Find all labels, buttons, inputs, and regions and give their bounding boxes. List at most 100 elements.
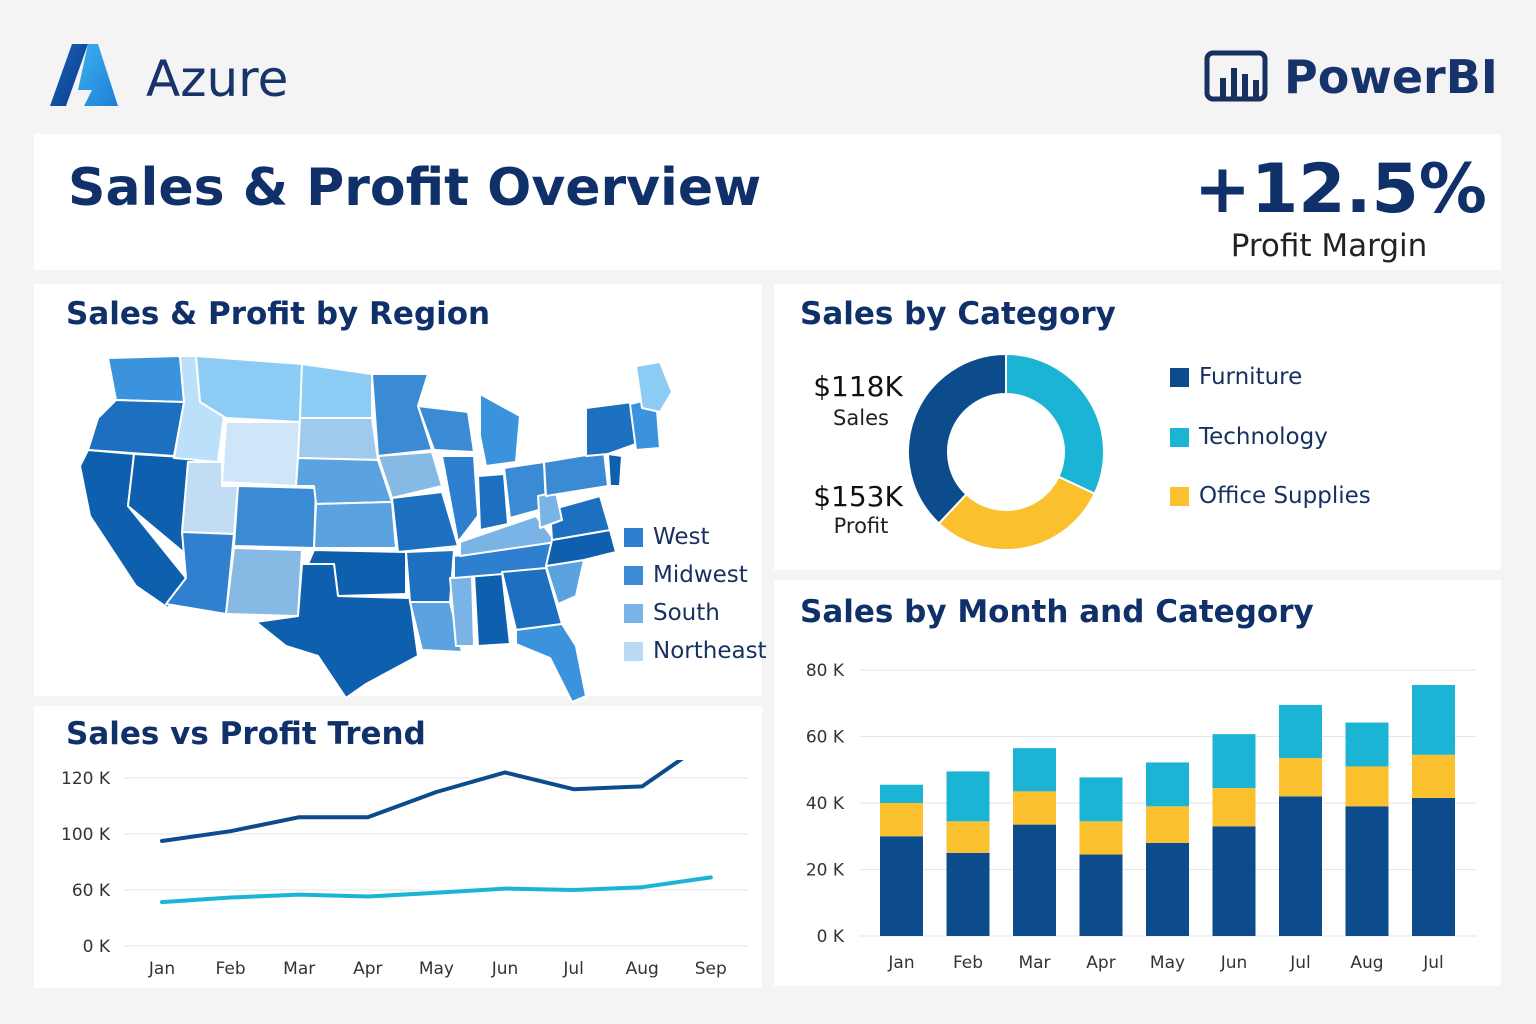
trend-x-tick: Apr <box>353 959 382 979</box>
bar-segment-office-supplies <box>1146 806 1189 843</box>
bar-segment-office-supplies <box>1412 754 1455 799</box>
legend-swatch <box>624 603 643 623</box>
bar-segment-furniture <box>1079 854 1123 936</box>
donut-slice-technology <box>1005 352 1105 496</box>
legend-swatch <box>1170 367 1189 387</box>
month-title: Sales by Month and Category <box>800 594 1314 630</box>
bar-segment-technology <box>1345 722 1389 767</box>
legend-swatch <box>624 565 643 585</box>
map-florida <box>515 623 587 703</box>
profit-value: $153K <box>813 480 903 513</box>
region-title: Sales & Profit by Region <box>66 296 491 332</box>
trend-x-tick: May <box>419 959 454 979</box>
trend-y-tick: 0 K <box>83 937 111 957</box>
bar-segment-office-supplies <box>880 803 923 837</box>
trend-x-tick: Jun <box>491 959 519 979</box>
bar-x-tick: Jul <box>1422 953 1444 973</box>
legend-label: Office Supplies <box>1199 483 1371 509</box>
legend-label: Midwest <box>653 562 748 588</box>
profit-margin-kpi: +12.5% <box>1194 150 1487 229</box>
bar-segment-furniture <box>1146 842 1189 936</box>
category-title: Sales by Category <box>800 296 1116 332</box>
map-michigan <box>479 393 521 467</box>
bar-x-tick: Aug <box>1350 953 1383 973</box>
category-legend-technology: Technology <box>1170 424 1328 450</box>
map-new-york <box>585 401 637 457</box>
map-pennsylvania <box>543 451 609 497</box>
map-north-dakota <box>299 363 373 419</box>
bar-segment-technology <box>1013 748 1056 792</box>
trend-y-tick: 120 K <box>61 769 111 789</box>
trend-chart: 120 K 100 K 60 K 0 K Jan Feb Mar Apr May Jun Jul Au… <box>40 736 760 984</box>
bar-x-tick: Mar <box>1018 953 1050 973</box>
map-new-mexico <box>225 547 303 617</box>
trend-x-tick: Aug <box>626 959 659 979</box>
bar-x-tick: Jul <box>1289 953 1311 973</box>
map-texas <box>255 563 419 699</box>
bar-segment-technology <box>1146 762 1189 807</box>
bar-y-tick: 40 K <box>806 794 845 814</box>
legend-swatch <box>1170 486 1189 506</box>
bar-segment-technology <box>1279 704 1322 759</box>
sales-label: Sales <box>833 406 889 430</box>
donut-slice-office-supplies <box>937 475 1097 551</box>
legend-swatch <box>1170 427 1189 447</box>
map-kansas <box>313 501 397 549</box>
us-region-map <box>76 346 676 716</box>
bar-y-tick: 0 K <box>817 927 845 947</box>
bar-segment-office-supplies <box>1013 791 1056 825</box>
bar-segment-office-supplies <box>1279 758 1322 797</box>
region-legend-midwest: Midwest <box>624 562 748 588</box>
trend-title: Sales vs Profit Trend <box>66 716 426 752</box>
bar-x-tick: Feb <box>953 953 983 973</box>
sales-value: $118K <box>813 370 903 403</box>
region-legend-west: West <box>624 524 710 550</box>
page-title: Sales & Profit Overview <box>68 158 762 218</box>
map-indiana <box>477 473 509 531</box>
map-washington <box>107 355 185 403</box>
profit-label: Profit <box>833 514 889 538</box>
bar-segment-office-supplies <box>1212 788 1256 827</box>
trend-series-line-1 <box>160 875 713 905</box>
bar-segment-technology <box>1412 684 1455 755</box>
category-donut <box>906 352 1106 552</box>
bar-segment-office-supplies <box>946 821 990 853</box>
region-legend-northeast: Northeast <box>624 638 767 664</box>
month-chart: 80 K 60 K 40 K 20 K 0 K Jan Feb Mar Apr May Jun Jul… <box>780 650 1496 980</box>
map-maine <box>635 361 673 413</box>
map-wisconsin <box>417 405 475 453</box>
map-arizona <box>165 531 235 615</box>
legend-swatch <box>624 641 643 661</box>
trend-x-tick: Feb <box>216 959 246 979</box>
azure-logo <box>48 40 120 112</box>
bar-segment-technology <box>880 784 923 803</box>
bar-segment-office-supplies <box>1345 766 1389 807</box>
trend-series-line-0 <box>160 736 713 843</box>
bar-x-tick: Jun <box>1220 953 1248 973</box>
bar-y-tick: 80 K <box>806 661 845 681</box>
bar-segment-furniture <box>1345 806 1389 936</box>
map-south-dakota <box>297 417 379 461</box>
legend-swatch <box>624 527 643 547</box>
map-oregon <box>87 399 185 457</box>
map-virginia <box>549 495 611 541</box>
overview-banner <box>34 134 1501 270</box>
bar-segment-technology <box>1212 734 1256 789</box>
legend-label: South <box>653 600 720 626</box>
bar-segment-office-supplies <box>1079 821 1123 855</box>
map-wyoming <box>221 421 301 487</box>
map-new-jersey <box>607 453 623 487</box>
map-colorado <box>233 485 317 549</box>
trend-y-tick: 60 K <box>72 881 111 901</box>
bar-segment-technology <box>1079 777 1123 822</box>
bar-segment-furniture <box>1212 826 1256 936</box>
bar-segment-furniture <box>1412 798 1455 936</box>
brand-azure: Azure <box>146 50 289 108</box>
trend-x-tick: Sep <box>695 959 727 979</box>
map-louisiana <box>409 601 463 653</box>
trend-x-tick: Jan <box>148 959 175 979</box>
trend-y-tick: 100 K <box>61 825 111 845</box>
profit-margin-label: Profit Margin <box>1230 228 1428 264</box>
legend-label: Technology <box>1199 424 1328 450</box>
bar-segment-technology <box>946 771 990 822</box>
